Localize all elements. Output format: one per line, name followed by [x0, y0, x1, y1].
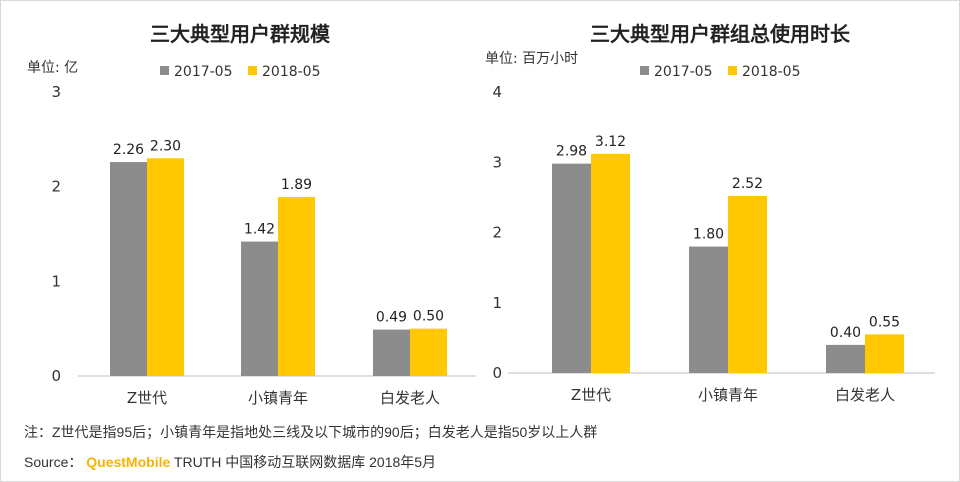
- footnote: 注：Z世代是指95后；小镇青年是指地处三线及以下城市的90后；白发老人是指50岁…: [24, 424, 598, 440]
- legend-label-2018-05: 2018-05: [262, 64, 321, 80]
- source-line: Source： QuestMobile TRUTH 中国移动互联网数据库 201…: [24, 452, 436, 472]
- bar-2017-05-Z世代: [552, 163, 591, 373]
- bar-2018-05-白发老人: [410, 328, 447, 376]
- category-label: Z世代: [571, 386, 611, 404]
- data-label: 0.40: [830, 325, 861, 341]
- bar-2018-05-小镇青年: [728, 195, 767, 373]
- data-label: 3.12: [595, 134, 626, 150]
- unit-label: 单位: 亿: [27, 60, 78, 76]
- category-label: 小镇青年: [698, 386, 758, 404]
- y-tick-label: 1: [51, 272, 61, 290]
- data-label: 1.42: [244, 222, 275, 238]
- category-label: 白发老人: [835, 386, 895, 404]
- y-tick-label: 3: [51, 83, 61, 101]
- category-label: 白发老人: [380, 389, 440, 407]
- legend-label-2017-05: 2017-05: [654, 64, 713, 80]
- source-brand: QuestMobile: [86, 454, 171, 470]
- bar-2018-05-小镇青年: [278, 197, 315, 376]
- category-label: 小镇青年: [248, 389, 308, 407]
- data-label: 2.98: [556, 144, 587, 160]
- legend-swatch-2017-05: [160, 66, 169, 75]
- y-tick-label: 3: [492, 153, 502, 171]
- legend-label-2017-05: 2017-05: [174, 64, 233, 80]
- data-label: 1.80: [693, 227, 724, 243]
- data-label: 0.55: [869, 314, 900, 330]
- legend-swatch-2018-05: [728, 66, 737, 75]
- legend-label-2018-05: 2018-05: [742, 64, 801, 80]
- source-rest: TRUTH 中国移动互联网数据库 2018年5月: [173, 454, 437, 470]
- data-label: 2.30: [150, 138, 181, 154]
- bar-2017-05-小镇青年: [689, 246, 728, 373]
- chart-title: 三大典型用户群组总使用时长: [590, 22, 851, 46]
- bar-2018-05-白发老人: [865, 334, 904, 373]
- bar-2017-05-白发老人: [826, 344, 865, 373]
- bar-2018-05-Z世代: [591, 153, 630, 373]
- y-tick-label: 4: [492, 83, 502, 101]
- source-prefix: Source：: [24, 454, 83, 470]
- y-tick-label: 0: [51, 367, 61, 385]
- data-label: 1.89: [281, 177, 312, 193]
- y-tick-label: 2: [492, 224, 502, 242]
- bar-2017-05-小镇青年: [241, 241, 278, 376]
- data-label: 2.26: [113, 142, 144, 158]
- bar-2017-05-Z世代: [110, 162, 147, 376]
- unit-label: 单位: 百万小时: [485, 51, 578, 67]
- category-label: Z世代: [127, 389, 167, 407]
- y-tick-label: 2: [51, 178, 61, 196]
- data-label: 0.49: [376, 310, 407, 326]
- data-label: 2.52: [732, 176, 763, 192]
- y-tick-label: 1: [492, 294, 502, 312]
- bar-2018-05-Z世代: [147, 158, 184, 376]
- legend-swatch-2018-05: [248, 66, 257, 75]
- chart-title: 三大典型用户群规模: [150, 22, 331, 46]
- y-tick-label: 0: [492, 364, 502, 382]
- data-label: 0.50: [413, 309, 444, 325]
- bar-2017-05-白发老人: [373, 329, 410, 376]
- legend-swatch-2017-05: [640, 66, 649, 75]
